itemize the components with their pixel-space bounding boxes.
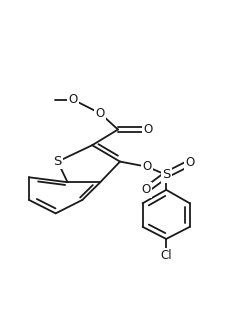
Text: O: O — [185, 156, 194, 169]
Text: S: S — [54, 155, 62, 168]
Text: Cl: Cl — [160, 249, 172, 262]
Text: O: O — [141, 183, 151, 196]
Text: O: O — [143, 160, 152, 173]
Text: O: O — [144, 123, 153, 136]
Text: O: O — [96, 107, 105, 120]
Text: S: S — [162, 168, 170, 181]
Text: O: O — [69, 93, 78, 106]
